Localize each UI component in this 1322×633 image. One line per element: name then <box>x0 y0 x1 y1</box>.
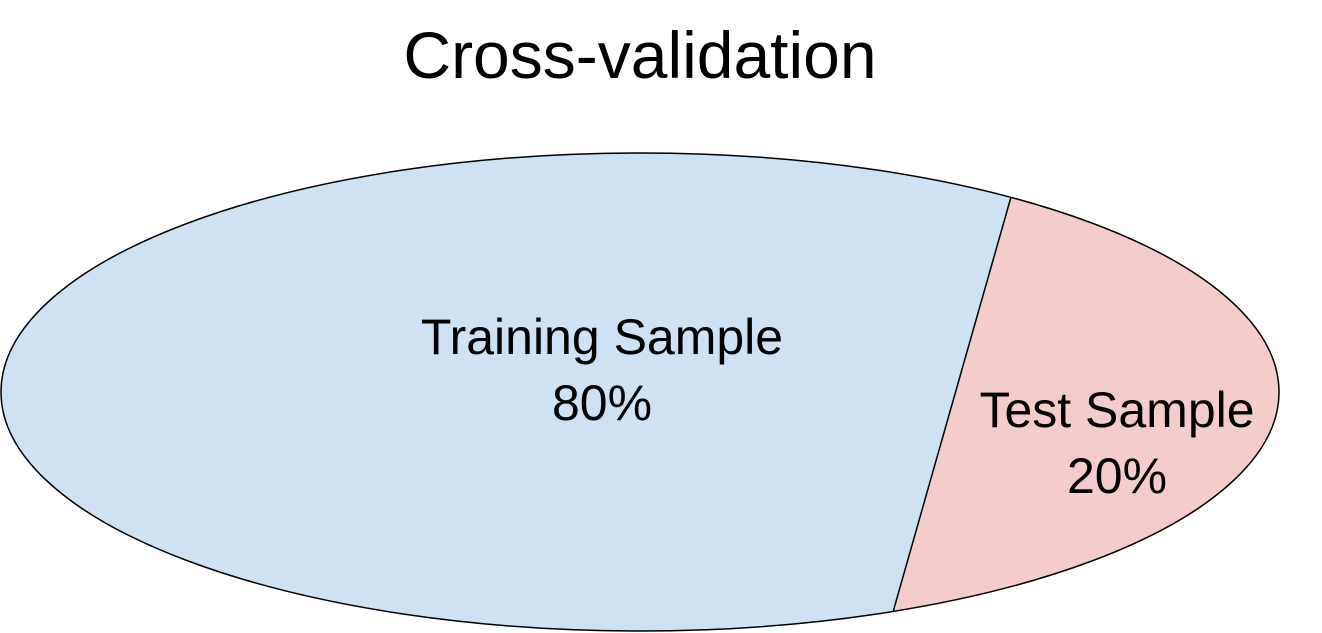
sample-ellipse-outline <box>0 152 1280 632</box>
training-sample-label: Training Sample <box>421 309 783 365</box>
test-sample-label: Test Sample <box>979 382 1254 438</box>
test-sample-percent: 20% <box>1067 448 1167 504</box>
split-line <box>892 196 1012 613</box>
diagram-title: Cross-validation <box>403 18 877 92</box>
training-sample-percent: 80% <box>552 375 652 431</box>
training-region <box>1 153 1011 631</box>
